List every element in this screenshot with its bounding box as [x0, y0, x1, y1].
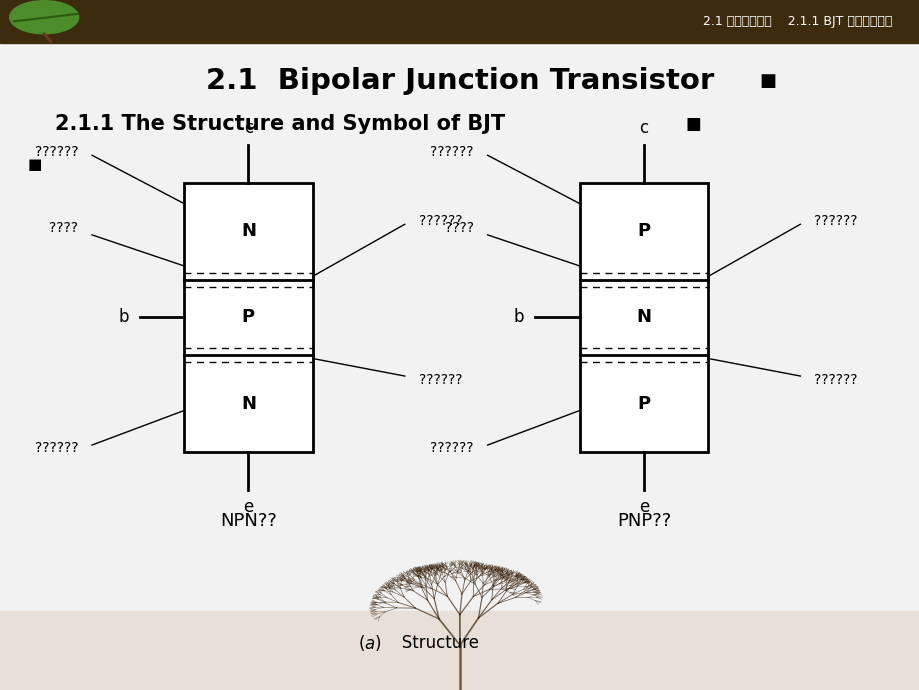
Text: ■: ■: [685, 115, 700, 133]
Text: ■: ■: [28, 157, 42, 172]
Text: 2.1  Bipolar Junction Transistor: 2.1 Bipolar Junction Transistor: [206, 68, 713, 95]
Bar: [0, 0, 919, 43]
Text: e: e: [638, 498, 649, 516]
Bar: [0, 611, 919, 690]
Text: N: N: [241, 222, 255, 240]
Text: ■: ■: [758, 72, 775, 90]
Text: P: P: [637, 222, 650, 240]
Text: PNP??: PNP??: [617, 512, 670, 530]
Text: ????: ????: [49, 221, 78, 235]
Text: c: c: [639, 119, 648, 137]
Text: P: P: [637, 395, 650, 413]
Text: ??????: ??????: [418, 373, 461, 386]
Text: b: b: [514, 308, 524, 326]
Text: P: P: [242, 308, 255, 326]
Text: ??????: ??????: [430, 145, 473, 159]
Bar: [579, 183, 708, 452]
Text: ??????: ??????: [35, 442, 78, 455]
Text: $(a)$: $(a)$: [357, 633, 381, 653]
Text: e: e: [243, 498, 254, 516]
Text: ??????: ??????: [813, 373, 857, 386]
Text: 2.1 双极型三极管    2.1.1 BJT 的结构和符号: 2.1 双极型三极管 2.1.1 BJT 的结构和符号: [702, 15, 891, 28]
Text: ??????: ??????: [35, 145, 78, 159]
Text: NPN??: NPN??: [220, 512, 277, 530]
Text: N: N: [636, 308, 651, 326]
Text: b: b: [119, 308, 129, 326]
Text: N: N: [241, 395, 255, 413]
Text: ??????: ??????: [418, 214, 461, 228]
Text: ????: ????: [444, 221, 473, 235]
Text: 2.1.1 The Structure and Symbol of BJT: 2.1.1 The Structure and Symbol of BJT: [55, 115, 505, 134]
Ellipse shape: [10, 1, 79, 34]
Text: ??????: ??????: [430, 442, 473, 455]
Bar: [184, 183, 312, 452]
Text: ??????: ??????: [813, 214, 857, 228]
Text: c: c: [244, 119, 253, 137]
Text: Structure: Structure: [386, 634, 479, 652]
